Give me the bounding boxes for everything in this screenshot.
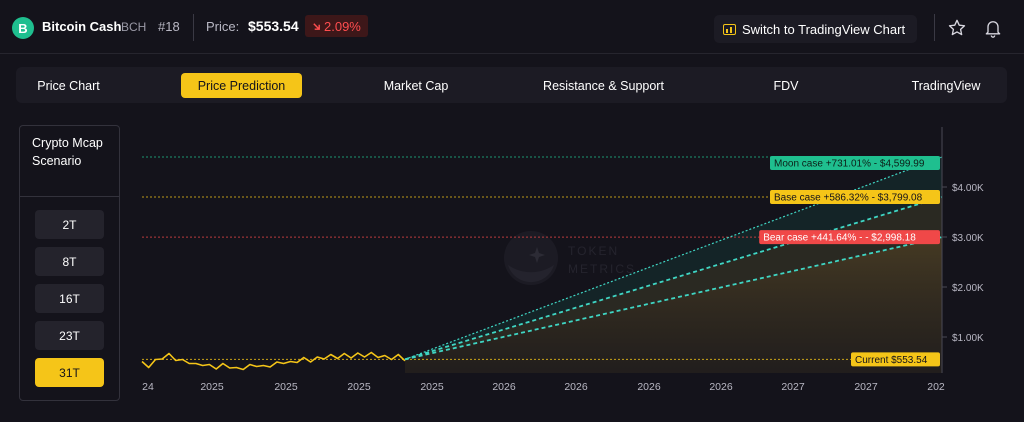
switch-tradingview-label: Switch to TradingView Chart — [742, 21, 906, 37]
current-price-label-bg — [851, 352, 940, 367]
moon-range-area — [405, 157, 942, 360]
x-tick-label-9: 2027 — [781, 381, 805, 393]
scenario-button-23t[interactable]: 23T — [35, 321, 104, 350]
price-history-line — [141, 351, 406, 371]
x-tick-label-0: 24 — [142, 381, 154, 393]
watermark-text-1: TOKEN — [568, 244, 619, 258]
header-divider — [193, 14, 194, 41]
coin-ticker: BCH — [121, 20, 147, 34]
price-change-value: 2.09% — [324, 18, 361, 34]
tab-resistance-support[interactable]: Resistance & Support — [543, 78, 664, 93]
chart-bar-icon — [723, 23, 736, 35]
y-tick-label-2: $2.00K — [952, 283, 984, 294]
base-case-label: Base case +586.32% - $3,799.08 — [770, 190, 940, 205]
bear-case-label-bg — [759, 230, 940, 245]
bitcoin-cash-logo-icon: B — [12, 17, 34, 39]
scenario-divider — [20, 196, 119, 197]
current-price-label-text: Current $553.54 — [855, 355, 928, 366]
price-change-badge: 2.09% — [305, 15, 368, 37]
x-tick-label-1: 2025 — [200, 381, 224, 393]
scenario-button-16t[interactable]: 16T — [35, 284, 104, 313]
watermark-text-2: METRICS — [568, 262, 636, 276]
tab-market-cap[interactable]: Market Cap — [383, 78, 449, 93]
y-tick-label-0: $4.00K — [952, 183, 984, 194]
scenario-title: Crypto Mcap Scenario — [32, 136, 103, 168]
tab-fdv[interactable]: FDV — [773, 78, 799, 93]
bear-case-label: Bear case +441.64% - - $2,998.18 — [759, 230, 940, 245]
header-divider-right — [934, 14, 935, 41]
price-prediction-chart: TOKEN METRICS $4.00K $3.00K $2.00K $1.00K 2… — [141, 127, 984, 393]
current-price-label: Current $553.54 — [851, 352, 940, 367]
x-tick-label-8: 2026 — [709, 381, 733, 393]
price-label: Price: — [206, 19, 240, 34]
moon-case-label: Moon case +731.01% - $4,599.99 — [770, 156, 940, 171]
price-value: $553.54 — [248, 18, 299, 34]
token-metrics-watermark: TOKEN METRICS — [504, 231, 636, 285]
x-tick-label-5: 2026 — [492, 381, 516, 393]
x-tick-label-7: 2026 — [637, 381, 661, 393]
coin-name: Bitcoin Cash — [42, 19, 122, 34]
moon-case-label-bg — [770, 156, 940, 171]
star-icon[interactable] — [946, 17, 968, 39]
scenario-button-8t[interactable]: 8T — [35, 247, 104, 276]
switch-tradingview-button[interactable]: Switch to TradingView Chart — [714, 15, 917, 43]
tab-tradingview[interactable]: TradingView — [911, 78, 981, 93]
chart-tab-bar: Price Chart Price Prediction Market Cap … — [16, 67, 1007, 103]
scenario-button-31t[interactable]: 31T — [35, 358, 104, 387]
arrow-down-right-icon — [313, 22, 320, 30]
base-case-label-bg — [770, 190, 940, 205]
projection-line-1 — [404, 196, 943, 361]
x-tick-label-2: 2025 — [274, 381, 298, 393]
x-tick-label-11: 202 — [927, 381, 945, 393]
y-tick-label-1: $3.00K — [952, 233, 984, 244]
x-tick-label-10: 2027 — [854, 381, 878, 393]
x-tick-label-3: 2025 — [347, 381, 371, 393]
y-tick-label-3: $1.00K — [952, 333, 984, 344]
tab-price-chart[interactable]: Price Chart — [37, 78, 100, 93]
projection-line-2 — [404, 236, 943, 361]
moon-case-label-text: Moon case +731.01% - $4,599.99 — [774, 159, 925, 170]
x-tick-label-4: 2025 — [420, 381, 444, 393]
scenario-button-2t[interactable]: 2T — [35, 210, 104, 239]
bear-range-area — [405, 237, 942, 373]
x-tick-label-6: 2026 — [564, 381, 588, 393]
bear-case-label-text: Bear case +441.64% - - $2,998.18 — [763, 233, 916, 244]
mcap-scenario-panel: Crypto Mcap Scenario 2T 8T 16T 23T 31T — [19, 125, 120, 401]
bell-icon[interactable] — [982, 17, 1004, 39]
coin-rank: #18 — [158, 19, 180, 34]
base-case-label-text: Base case +586.32% - $3,799.08 — [774, 193, 923, 204]
header-bar: B Bitcoin Cash BCH #18 Price: $553.54 2.… — [0, 0, 1024, 54]
tab-price-prediction[interactable]: Price Prediction — [181, 73, 302, 98]
